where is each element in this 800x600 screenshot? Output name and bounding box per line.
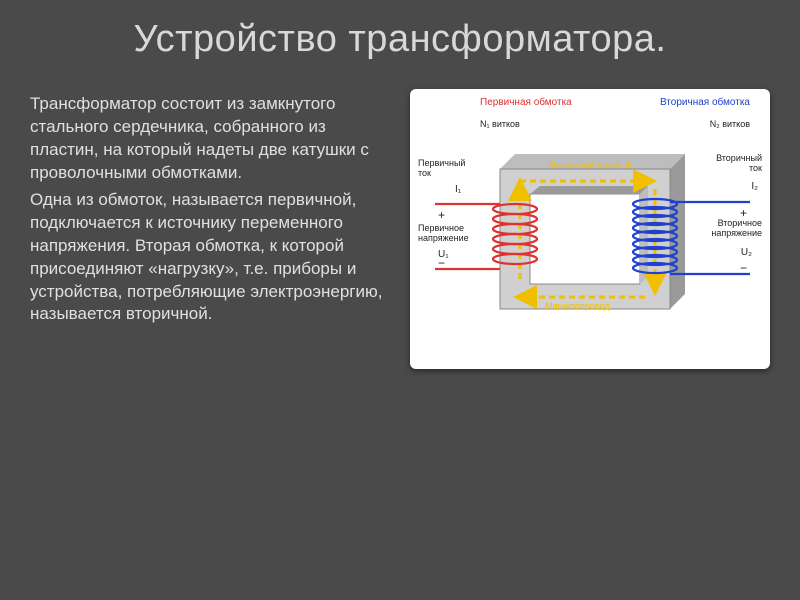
- label-u1: U₁: [438, 249, 449, 260]
- label-primary-voltage-text: Первичное напряжение: [418, 223, 469, 243]
- paragraph-1: Трансформатор состоит из замкнутого стал…: [30, 93, 390, 185]
- label-primary-winding-text: Первичная обмотка: [480, 97, 572, 108]
- content-row: Трансформатор состоит из замкнутого стал…: [0, 89, 800, 369]
- label-primary-turns: N₁ витков: [480, 119, 520, 129]
- label-primary-winding: Первичная обмотка: [480, 97, 572, 108]
- label-secondary-turns: N₂ витков: [710, 119, 750, 129]
- label-i2: I₂: [751, 181, 758, 192]
- diagram-column: + − + − Первичная обмотка N₁ витков Втор…: [410, 89, 770, 369]
- label-secondary-winding-text: Вторичная обмотка: [660, 97, 750, 108]
- slide-title: Устройство трансформатора.: [0, 0, 800, 89]
- label-i1: I₁: [455, 184, 461, 195]
- label-primary-current-text: Первичный ток: [418, 158, 465, 178]
- label-secondary-voltage: Вторичное напряжение: [702, 219, 762, 239]
- svg-text:−: −: [740, 261, 747, 275]
- label-flux-text: Магнитный поток, Ф: [548, 160, 631, 170]
- label-secondary-current: Вторичный ток: [707, 154, 762, 174]
- text-column: Трансформатор состоит из замкнутого стал…: [30, 89, 390, 369]
- label-u2: U₂: [741, 247, 752, 258]
- label-secondary-winding: Вторичная обмотка: [660, 97, 750, 108]
- svg-text:+: +: [438, 208, 445, 222]
- label-core: Магнитопровод: [545, 301, 610, 311]
- slide: Устройство трансформатора. Трансформатор…: [0, 0, 800, 600]
- label-primary-current: Первичный ток: [418, 159, 468, 179]
- label-flux: Магнитный поток, Ф: [545, 161, 635, 170]
- transformer-diagram: + − + − Первичная обмотка N₁ витков Втор…: [410, 89, 770, 369]
- label-secondary-voltage-text: Вторичное напряжение: [711, 218, 762, 238]
- label-primary-voltage: Первичное напряжение: [418, 224, 478, 244]
- label-secondary-current-text: Вторичный ток: [716, 153, 762, 173]
- paragraph-2: Одна из обмоток, называется первичной, п…: [30, 189, 390, 327]
